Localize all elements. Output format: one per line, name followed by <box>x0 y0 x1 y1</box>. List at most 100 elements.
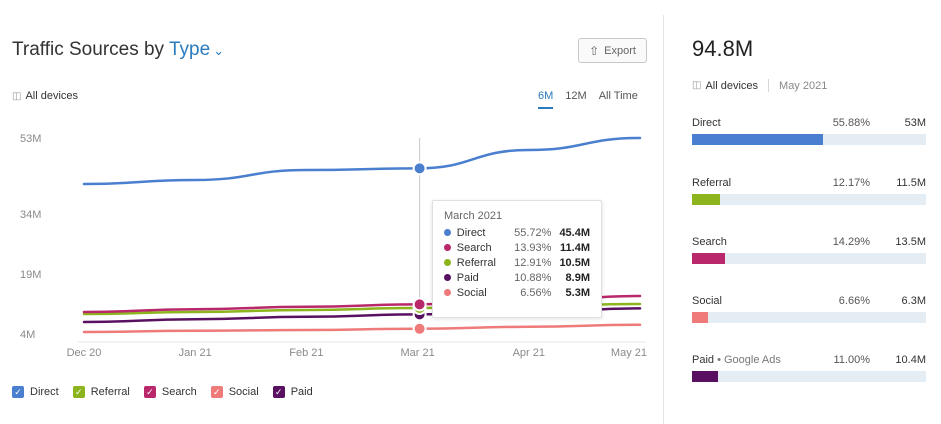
y-tick-label: 19M <box>20 269 41 281</box>
export-button[interactable]: ⇧ Export <box>578 38 647 63</box>
devices-selector[interactable]: ◫ All devices <box>12 90 78 102</box>
tooltip-series-name: Direct <box>456 226 486 239</box>
tooltip-series-pct: 13.93% <box>514 241 552 254</box>
checkbox-icon[interactable]: ✓ <box>143 386 156 398</box>
type-dropdown-label: Type <box>169 39 211 60</box>
tooltip-series-value: 45.4M <box>559 226 591 239</box>
tooltip-row-social: Social 6.56% 5.3M <box>444 285 590 300</box>
data-point-social[interactable] <box>412 321 427 336</box>
tooltip-series-name: Referral <box>456 256 496 269</box>
legend-label: Search <box>161 386 197 398</box>
x-tick-label: May 21 <box>611 347 647 359</box>
export-label: Export <box>604 44 636 57</box>
source-row-referral: Referral 12.17% 11.5M <box>692 177 926 207</box>
series-dot <box>444 229 451 236</box>
source-bar-fill <box>692 253 726 264</box>
tooltip-series-pct: 55.72% <box>514 226 552 239</box>
range-tab-6m[interactable]: 6M <box>538 90 554 109</box>
legend-label: Referral <box>90 386 130 398</box>
range-tab-all-time[interactable]: All Time <box>598 90 638 102</box>
source-pct: 11.00% <box>833 354 871 366</box>
source-bar-fill <box>692 194 721 205</box>
source-bar-track <box>692 194 926 205</box>
summary-panel: 94.8M ◫ All devices May 2021 Direct 55.88… <box>664 0 941 424</box>
tooltip-series-pct: 6.56% <box>520 286 552 299</box>
tooltip-row-referral: Referral 12.91% 10.5M <box>444 255 590 270</box>
legend-item-direct[interactable]: ✓ Direct <box>12 386 59 398</box>
devices-icon: ◫ <box>12 90 22 102</box>
legend-label: Paid <box>290 386 313 398</box>
series-dot <box>444 244 451 251</box>
legend-item-referral[interactable]: ✓ Referral <box>72 386 130 398</box>
range-tabs: 6M 12M All Time <box>538 90 638 109</box>
tooltip-row-search: Search 13.93% 11.4M <box>444 240 590 255</box>
devices-icon: ◫ <box>692 80 702 91</box>
source-row-paid: Paid • Google Ads 11.00% 10.4M <box>692 354 926 384</box>
checkbox-icon[interactable]: ✓ <box>272 386 285 398</box>
x-tick-label: Mar 21 <box>400 347 434 359</box>
type-dropdown[interactable]: Type ⌄ <box>169 39 224 60</box>
source-bar-track <box>692 371 926 382</box>
chart-tooltip: March 2021 Direct 55.72% 45.4M Search 13.93%… <box>432 200 602 318</box>
tooltip-series-value: 8.9M <box>565 271 591 284</box>
series-line-social[interactable] <box>82 323 642 334</box>
source-value: 10.4M <box>895 354 926 366</box>
export-icon: ⇧ <box>589 43 600 58</box>
series-line-direct[interactable] <box>82 136 642 186</box>
x-tick-label: Dec 20 <box>67 347 102 359</box>
source-pct: 12.17% <box>832 177 870 189</box>
source-row-search: Search 14.29% 13.5M <box>692 236 926 266</box>
checkbox-icon[interactable]: ✓ <box>72 386 85 398</box>
source-value: 6.3M <box>901 295 926 307</box>
line-chart[interactable]: 53M 34M 19M 4M Dec 20 Jan 21 Feb 21 Mar 21 Apr 2… <box>0 0 663 380</box>
legend-item-paid[interactable]: ✓ Paid <box>272 386 313 398</box>
source-row-direct: Direct 55.88% 53M <box>692 117 926 147</box>
summary-date: May 2021 <box>779 79 828 92</box>
tooltip-series-value: 5.3M <box>565 286 591 299</box>
tooltip-series-value: 10.5M <box>559 256 591 269</box>
source-bar-fill <box>692 371 718 382</box>
source-bar-track <box>692 253 926 264</box>
devices-label: All devices <box>25 90 79 102</box>
legend-item-social[interactable]: ✓ Social <box>210 386 259 398</box>
tooltip-series-name: Paid <box>456 271 479 284</box>
chart-legend: ✓ Direct ✓ Referral ✓ Search ✓ Social ✓ Paid <box>12 386 313 398</box>
summary-devices: ◫ All devices May 2021 <box>692 79 827 92</box>
checkbox-icon[interactable]: ✓ <box>12 386 24 398</box>
legend-label: Direct <box>30 386 59 398</box>
range-tab-12m[interactable]: 12M <box>565 90 587 102</box>
chevron-down-icon: ⌄ <box>213 43 225 58</box>
y-tick-label: 34M <box>20 209 41 221</box>
tooltip-series-value: 11.4M <box>560 241 591 254</box>
source-pct: 14.29% <box>832 236 870 248</box>
source-value: 11.5M <box>896 177 926 189</box>
legend-label: Social <box>228 386 259 398</box>
tooltip-series-name: Social <box>456 286 487 299</box>
source-value: 53M <box>904 117 926 129</box>
tooltip-series-name: Search <box>456 241 492 254</box>
tooltip-row-paid: Paid 10.88% 8.9M <box>444 270 590 285</box>
checkbox-icon[interactable]: ✓ <box>210 386 223 398</box>
series-dot <box>444 274 451 281</box>
source-bar-track <box>692 312 926 323</box>
x-tick-label: Feb 21 <box>289 347 323 359</box>
series-dot <box>444 289 451 296</box>
source-label: Paid • Google Ads <box>692 354 781 366</box>
source-bar-track <box>692 134 926 145</box>
series-dot <box>444 259 451 266</box>
legend-item-search[interactable]: ✓ Search <box>143 386 197 398</box>
panel-divider <box>663 15 664 424</box>
source-pct: 55.88% <box>832 117 870 129</box>
source-pct: 6.66% <box>838 295 870 307</box>
tooltip-series-pct: 12.91% <box>514 256 552 269</box>
source-label: Search <box>692 236 727 248</box>
data-point-search[interactable] <box>412 297 427 312</box>
chart-title: Traffic Sources by Type ⌄ <box>12 39 224 61</box>
x-tick-label: Jan 21 <box>179 347 212 359</box>
traffic-chart-panel: Traffic Sources by Type ⌄ ⇧ Export ◫ All … <box>0 0 663 398</box>
tooltip-series-pct: 10.88% <box>514 271 552 284</box>
source-label: Direct <box>692 117 721 129</box>
total-traffic: 94.8M <box>692 36 754 61</box>
tooltip-title: March 2021 <box>444 210 503 222</box>
data-point-direct[interactable] <box>412 161 427 176</box>
